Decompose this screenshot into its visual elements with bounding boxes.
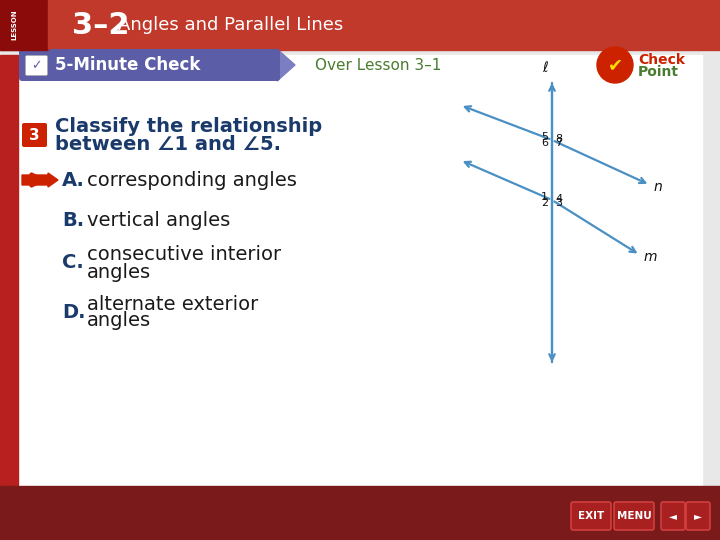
Text: ►: ► [694,511,702,521]
Bar [0,0,720,50]
Text: corresponding angles: corresponding angles [87,171,297,190]
Text: A.: A. [62,171,85,190]
Text: 7: 7 [555,138,562,148]
Circle shape [597,47,633,83]
Text: B.: B. [62,211,84,229]
Text: 2: 2 [541,198,548,208]
FancyBboxPatch shape [686,502,710,530]
Text: 5-Minute Check: 5-Minute Check [55,56,200,74]
Text: 3: 3 [555,198,562,208]
Text: alternate exterior: alternate exterior [87,294,258,314]
Text: LESSON: LESSON [11,10,17,40]
FancyArrow shape [22,173,58,187]
Text: 4: 4 [555,194,562,204]
Text: Over Lesson 3–1: Over Lesson 3–1 [315,57,441,72]
Text: 3–2: 3–2 [72,10,130,39]
Polygon shape [0,0,48,50]
Text: MENU: MENU [616,511,652,521]
Text: Check: Check [638,53,685,67]
Text: 8: 8 [555,134,562,144]
Text: angles: angles [87,312,151,330]
Bar [0,55,18,485]
FancyBboxPatch shape [22,123,47,147]
Text: angles: angles [87,262,151,281]
FancyBboxPatch shape [614,502,654,530]
Bar [18,55,702,485]
Text: D.: D. [62,302,86,321]
Text: Point: Point [638,65,679,79]
Text: 1: 1 [541,192,548,202]
Text: between ∠1 and ∠5.: between ∠1 and ∠5. [55,134,281,153]
Bar [0,486,720,540]
Polygon shape [48,0,60,50]
FancyBboxPatch shape [25,56,48,76]
Text: EXIT: EXIT [578,511,604,521]
FancyBboxPatch shape [571,502,611,530]
Text: n: n [654,180,662,194]
Text: Angles and Parallel Lines: Angles and Parallel Lines [118,16,343,34]
Text: ✓: ✓ [31,59,42,72]
Text: C.: C. [62,253,84,272]
Text: ✔: ✔ [608,56,623,74]
Text: 6: 6 [541,138,548,148]
Text: m: m [644,250,657,264]
Text: Classify the relationship: Classify the relationship [55,118,322,137]
Polygon shape [277,49,295,81]
Text: ◄: ◄ [669,511,677,521]
FancyBboxPatch shape [661,502,685,530]
Text: 5: 5 [541,132,548,142]
FancyBboxPatch shape [19,49,280,81]
Text: vertical angles: vertical angles [87,211,230,229]
Text: 3: 3 [30,127,40,143]
Text: consecutive interior: consecutive interior [87,246,281,265]
Text: ℓ: ℓ [542,61,548,75]
